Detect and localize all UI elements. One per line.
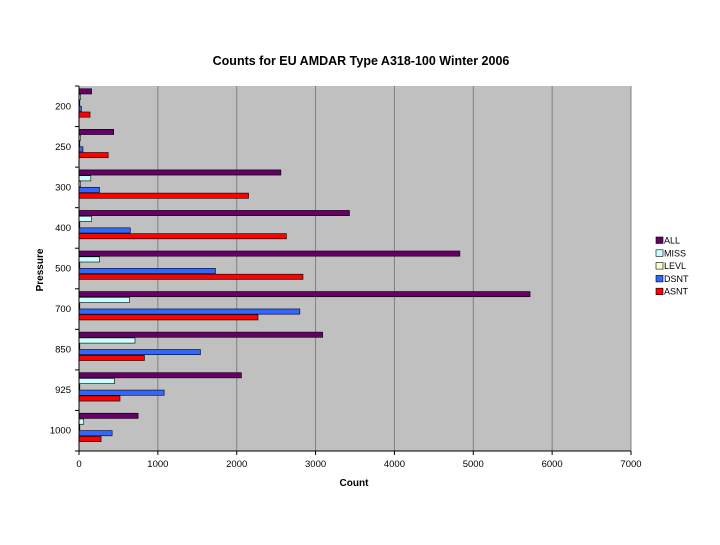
bar-asnt-300 bbox=[78, 192, 249, 199]
x-tick-label: 1000 bbox=[147, 459, 168, 470]
y-tick-label: 200 bbox=[55, 101, 71, 112]
y-tick-label: 700 bbox=[55, 304, 71, 315]
bar-asnt-850 bbox=[78, 355, 145, 361]
y-tick-label: 300 bbox=[55, 182, 71, 193]
x-tick-label: 2000 bbox=[226, 459, 247, 470]
legend-swatch-miss bbox=[655, 249, 664, 257]
bar-dsnt-925 bbox=[78, 389, 165, 396]
chart-title: Counts for EU AMDAR Type A318-100 Winter… bbox=[213, 54, 510, 68]
x-tick-label: 7000 bbox=[620, 459, 641, 470]
y-tick-label: 500 bbox=[55, 264, 71, 275]
bar-dsnt-300 bbox=[78, 186, 100, 193]
x-tick-label: 0 bbox=[76, 459, 81, 470]
bar-dsnt-1000 bbox=[78, 430, 113, 437]
axes bbox=[75, 85, 632, 455]
bar-miss-925 bbox=[78, 378, 115, 384]
x-tick-label: 6000 bbox=[542, 459, 563, 470]
bar-all-1000 bbox=[78, 412, 139, 419]
bar-miss-700 bbox=[78, 297, 130, 303]
bar-all-925 bbox=[78, 372, 242, 379]
bar-all-850 bbox=[78, 331, 323, 338]
bar-dsnt-250 bbox=[78, 146, 84, 153]
legend-label-asnt: ASNT bbox=[664, 287, 689, 297]
x-axis-label: Count bbox=[340, 478, 370, 489]
bar-all-500 bbox=[78, 250, 461, 257]
legend-swatch-all bbox=[655, 236, 664, 244]
bar-asnt-1000 bbox=[78, 436, 102, 442]
bars bbox=[78, 88, 531, 442]
y-tick-labels: 200 250 300 400 500 700 850 925 1000 bbox=[50, 101, 71, 436]
bar-asnt-200 bbox=[78, 111, 91, 118]
bar-miss-400 bbox=[78, 215, 92, 222]
y-tick-label: 250 bbox=[55, 142, 71, 153]
bar-asnt-250 bbox=[78, 152, 109, 159]
bar-all-200 bbox=[78, 88, 92, 95]
bar-miss-850 bbox=[78, 337, 136, 344]
y-axis-label: Pressure bbox=[35, 248, 46, 291]
bar-all-400 bbox=[78, 210, 350, 216]
bar-dsnt-500 bbox=[78, 268, 216, 274]
bar-miss-300 bbox=[78, 175, 92, 182]
bar-miss-1000 bbox=[78, 418, 85, 425]
x-tick-label: 4000 bbox=[384, 459, 405, 470]
bar-asnt-925 bbox=[78, 395, 121, 402]
legend-swatch-dsnt bbox=[655, 275, 664, 283]
gridlines bbox=[157, 86, 632, 451]
x-tick-label: 3000 bbox=[305, 459, 326, 470]
bar-asnt-400 bbox=[78, 233, 287, 240]
legend-label-all: ALL bbox=[664, 236, 680, 246]
legend: ALL MISS LEVL DSNT ASNT bbox=[653, 233, 697, 300]
legend-swatch-asnt bbox=[655, 287, 664, 296]
legend-label-miss: MISS bbox=[664, 248, 686, 258]
y-tick-label: 850 bbox=[55, 345, 71, 356]
bar-dsnt-700 bbox=[78, 308, 301, 315]
legend-label-levl: LEVL bbox=[664, 261, 686, 271]
y-tick-label: 1000 bbox=[50, 426, 71, 437]
x-tick-label: 5000 bbox=[463, 459, 484, 470]
legend-label-dsnt: DSNT bbox=[664, 274, 689, 284]
bar-miss-500 bbox=[78, 256, 100, 263]
bar-all-250 bbox=[78, 129, 114, 135]
bar-asnt-700 bbox=[78, 314, 259, 321]
bar-asnt-500 bbox=[78, 273, 304, 280]
bar-dsnt-850 bbox=[78, 349, 201, 356]
y-tick-label: 400 bbox=[55, 223, 71, 234]
bar-dsnt-400 bbox=[78, 227, 131, 234]
bar-all-700 bbox=[78, 291, 531, 298]
bar-all-300 bbox=[78, 169, 282, 176]
x-tick-labels: 0 1000 2000 3000 4000 5000 6000 7000 bbox=[76, 459, 641, 470]
y-tick-label: 925 bbox=[55, 385, 71, 396]
legend-swatch-levl bbox=[655, 262, 664, 270]
